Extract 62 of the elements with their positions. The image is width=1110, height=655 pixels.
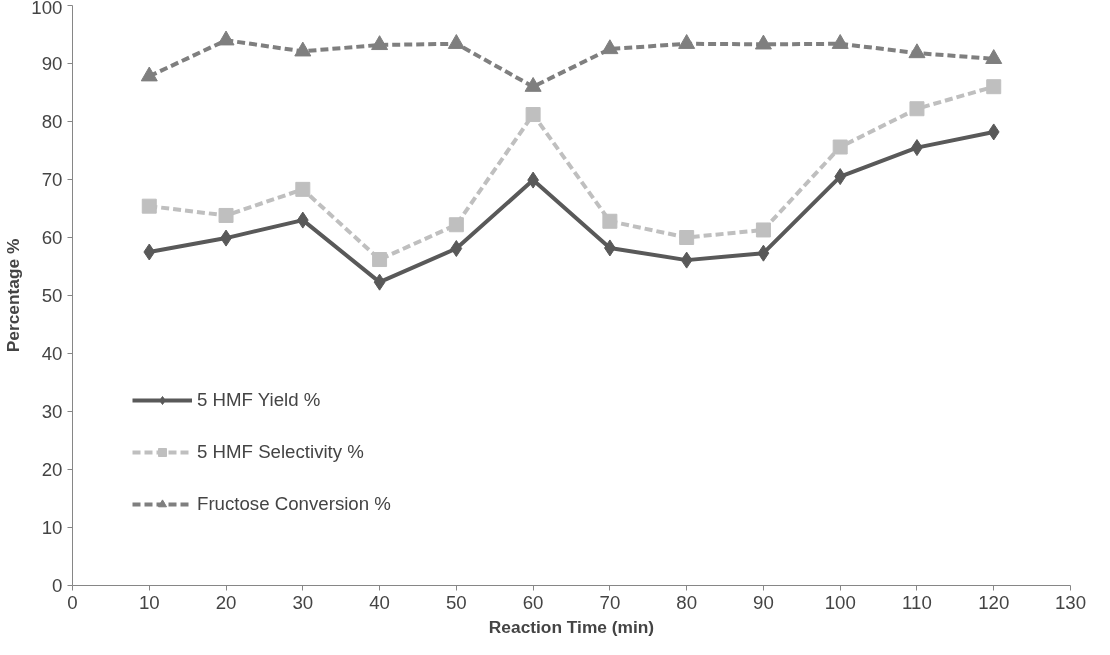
point	[680, 251, 693, 269]
point	[602, 213, 618, 229]
point	[832, 139, 848, 155]
point	[217, 30, 235, 46]
x-tick-label: 40	[369, 591, 390, 613]
legend-label: Fructose Conversion %	[197, 493, 391, 515]
y-tick-label: 80	[41, 111, 63, 132]
legend-label: 5 HMF Selectivity %	[197, 441, 364, 463]
point	[834, 168, 847, 186]
point	[295, 181, 311, 197]
point	[987, 123, 1000, 141]
point	[450, 240, 463, 258]
point	[371, 35, 389, 51]
x-tick-label: 10	[138, 591, 160, 613]
x-tick-label: 70	[599, 591, 621, 613]
point	[218, 207, 234, 223]
x-tick-label: 50	[445, 591, 467, 613]
point	[679, 230, 695, 245]
x-tick-label: 60	[522, 591, 544, 613]
x-tick-label: 80	[676, 591, 698, 613]
x-tick-label: 100	[824, 591, 856, 613]
x-tick-label: 0	[67, 591, 78, 613]
y-tick-label: 60	[41, 227, 63, 248]
point	[524, 76, 542, 92]
y-tick-label: 90	[41, 53, 63, 74]
x-tick-label: 30	[292, 591, 314, 613]
y-tick-label: 0	[52, 575, 63, 596]
point	[140, 66, 158, 82]
y-tick-label: 70	[41, 169, 63, 190]
point	[372, 252, 388, 268]
y-axis-title: Percentage %	[3, 238, 24, 353]
point	[986, 79, 1002, 95]
point	[754, 34, 772, 50]
point	[831, 34, 849, 49]
point	[294, 41, 312, 57]
point	[373, 273, 386, 291]
x-tick-label: 90	[753, 591, 774, 613]
point	[141, 198, 157, 214]
y-tick-label: 40	[41, 343, 63, 364]
x-tick-label: 120	[978, 591, 1010, 613]
x-tick-label: 130	[1054, 591, 1087, 613]
point	[757, 244, 770, 262]
point	[601, 39, 619, 55]
y-tick-label: 100	[31, 0, 63, 18]
x-axis-title: Reaction Time (min)	[488, 616, 655, 637]
y-tick-label: 10	[41, 517, 63, 538]
y-tick-label: 50	[41, 285, 63, 306]
point	[755, 222, 771, 238]
point	[678, 34, 696, 49]
x-tick-label: 110	[902, 591, 932, 613]
y-tick-label: 30	[41, 401, 63, 422]
point	[525, 107, 541, 123]
point	[909, 101, 925, 117]
x-tick-label: 20	[215, 591, 237, 613]
point	[296, 211, 309, 229]
point	[908, 43, 926, 59]
point	[447, 34, 465, 49]
point	[985, 49, 1003, 64]
legend-label: 5 HMF Yield %	[197, 389, 321, 411]
point	[448, 217, 464, 233]
y-tick-label: 20	[41, 459, 63, 480]
point	[143, 243, 156, 261]
